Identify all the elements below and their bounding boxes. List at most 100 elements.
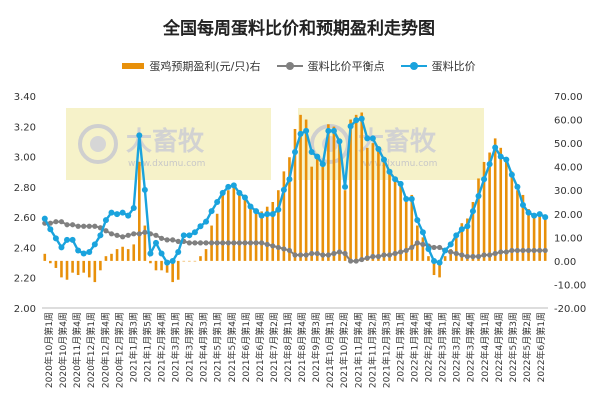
breakeven-point [431, 244, 437, 251]
x-axis-tick: 2021年2月第4周 [155, 312, 167, 382]
breakeven-point [325, 252, 331, 258]
legend-item-breakeven: 蛋料比价平衡点 [276, 58, 385, 74]
profit-bar [126, 249, 130, 261]
breakeven-point [86, 223, 92, 229]
breakeven-point [92, 223, 98, 229]
x-axis-tick: 2022年3月第1周 [437, 312, 449, 382]
x-axis-tick: 2021年5月第4周 [226, 312, 238, 382]
ratio-point [164, 259, 171, 266]
legend-item-ratio: 蛋料比价 [400, 58, 476, 74]
breakeven-point [487, 252, 493, 258]
x-axis-tick: 2022年2月第4周 [423, 312, 435, 382]
ratio-point [75, 247, 82, 254]
ratio-point [186, 232, 193, 239]
ratio-point [241, 194, 248, 201]
ratio-point [475, 192, 482, 199]
ratio-point [219, 189, 226, 196]
watermark-brand: 大畜牧 [358, 126, 437, 157]
ratio-point [152, 239, 159, 246]
x-axis-tick: 2021年3月第2周 [184, 312, 196, 382]
ratio-point [47, 226, 54, 233]
breakeven-point [231, 240, 237, 246]
right-axis-tick: 60.00 [554, 116, 583, 127]
x-axis-tick: 2022年5月第2周 [521, 312, 533, 382]
breakeven-point [498, 249, 504, 255]
breakeven-point [69, 222, 76, 228]
ratio-point [447, 241, 454, 248]
profit-bar [299, 114, 302, 261]
ratio-point [364, 135, 371, 142]
ratio-point [453, 232, 460, 239]
breakeven-point [542, 247, 548, 254]
profit-bar [471, 202, 475, 261]
right-axis-tick: 20.00 [554, 210, 583, 221]
breakeven-point [309, 250, 315, 257]
breakeven-point [453, 250, 459, 257]
profit-bar [354, 114, 358, 261]
breakeven-point [386, 252, 393, 258]
profit-bar [260, 211, 263, 261]
x-axis-tick: 2022年3月第4周 [465, 312, 477, 382]
x-axis-tick: 2020年12月第2周 [113, 312, 125, 388]
ratio-point [80, 250, 87, 257]
x-axis-tick: 2021年8月第1周 [282, 312, 294, 382]
ratio-point [431, 258, 438, 265]
profit-bar [315, 154, 319, 261]
profit-bar [449, 249, 452, 261]
ratio-point [147, 250, 154, 257]
ratio-point [492, 144, 499, 151]
breakeven-point [270, 243, 276, 249]
breakeven-point [281, 246, 287, 252]
breakeven-point [136, 231, 142, 237]
profit-bar [343, 190, 347, 261]
profit-bar [438, 260, 441, 278]
ratio-point [297, 130, 304, 137]
profit-bar [410, 194, 414, 261]
profit-bar [182, 260, 186, 262]
watermark-logo [78, 124, 118, 164]
x-axis-tick: 2022年5月第3周 [507, 312, 519, 382]
ratio-point [203, 218, 210, 225]
profit-bar [527, 209, 530, 261]
breakeven-point [464, 253, 470, 260]
breakeven-point [297, 252, 304, 258]
ratio-point [358, 115, 365, 122]
profit-bar [238, 194, 241, 261]
breakeven-point [331, 250, 337, 257]
breakeven-point [403, 247, 409, 254]
x-axis-tick: 2021年8月第4周 [296, 312, 308, 382]
ratio-point [41, 215, 48, 222]
profit-bar [277, 190, 280, 261]
x-axis-tick: 2022年1月第4周 [408, 312, 420, 382]
ratio-point [503, 156, 510, 163]
left-axis-tick: 3.40 [14, 92, 36, 103]
profit-bar [43, 253, 47, 261]
ratio-point [114, 211, 121, 218]
ratio-point [97, 232, 104, 239]
ratio-point [136, 132, 143, 139]
ratio-point [141, 186, 148, 193]
profit-bar [360, 112, 364, 261]
profit-bar [521, 194, 525, 261]
ratio-point [353, 117, 360, 124]
breakeven-point [531, 247, 537, 254]
profit-bar [349, 119, 352, 261]
ratio-point [519, 202, 526, 209]
profit-bar [160, 260, 163, 271]
profit-bar [254, 209, 258, 261]
ratio-point [397, 180, 404, 187]
x-axis-tick: 2022年3月第2周 [451, 312, 463, 382]
profit-bar [204, 249, 208, 261]
right-axis-tick: 40.00 [554, 163, 583, 174]
x-axis-tick: 2021年6月第1周 [240, 312, 252, 382]
profit-bar [121, 246, 124, 261]
ratio-point [158, 250, 165, 257]
ratio-point [292, 149, 298, 156]
ratio-point [258, 212, 265, 219]
breakeven-point [225, 240, 231, 246]
profit-bar [115, 249, 119, 261]
watermark-logo [90, 136, 106, 152]
ratio-point [414, 217, 421, 224]
ratio-point [403, 195, 410, 202]
